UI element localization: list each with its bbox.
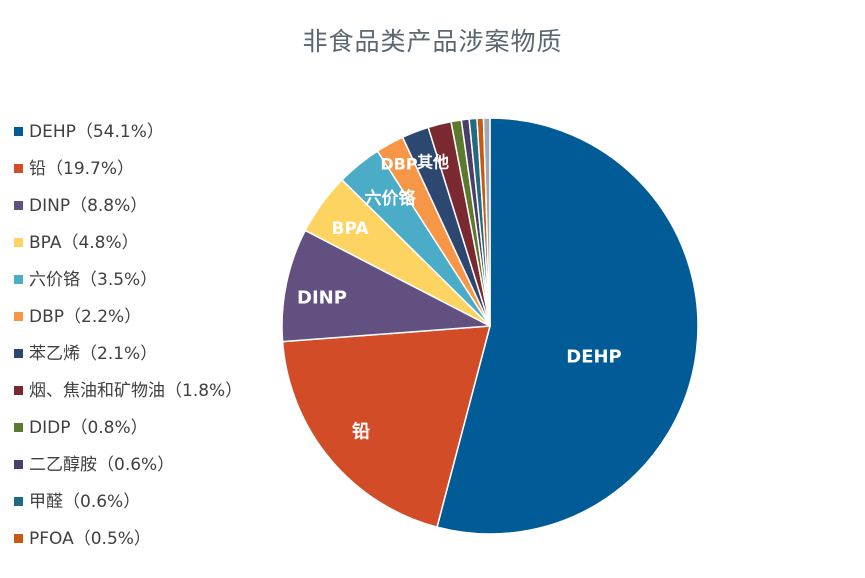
legend-label: 铅（19.7%）	[29, 159, 135, 179]
slice-label-0: DEHP	[566, 347, 622, 368]
legend-item: DEHP（54.1%）	[14, 119, 284, 156]
legend-label: 苯乙烯（2.1%）	[29, 344, 158, 364]
slice-label-1: 铅	[352, 421, 370, 443]
legend-item: 甲醛（0.6%）	[14, 489, 284, 526]
legend-label: BPA（4.8%）	[29, 233, 139, 253]
legend-item: 二乙醇胺（0.6%）	[14, 452, 284, 489]
legend-item: PFOA（0.5%）	[14, 526, 284, 563]
legend-item: DBP（2.2%）	[14, 304, 284, 341]
legend-label: 甲醛（0.6%）	[29, 492, 141, 512]
legend-item: DINP（8.8%）	[14, 193, 284, 230]
legend-swatch	[14, 201, 23, 210]
legend-label: DIDP（0.8%）	[29, 418, 148, 438]
legend-item: 六价铬（3.5%）	[14, 267, 284, 304]
legend-swatch	[14, 312, 23, 321]
legend-swatch	[14, 349, 23, 358]
legend-item: 烟、焦油和矿物油（1.8%）	[14, 378, 284, 415]
slice-label-2: DINP	[297, 288, 347, 309]
legend-swatch	[14, 275, 23, 284]
legend-label: DINP（8.8%）	[29, 196, 148, 216]
legend-swatch	[14, 164, 23, 173]
legend-item: 铅（19.7%）	[14, 156, 284, 193]
legend-item: DIDP（0.8%）	[14, 415, 284, 452]
legend-swatch	[14, 460, 23, 469]
slice-labels: DEHP 铅 DINP BPA 六价铬 DBP 其他	[297, 153, 622, 443]
legend-swatch	[14, 534, 23, 543]
slice-label-5: DBP	[380, 155, 417, 174]
slice-label-4: 六价铬	[365, 188, 417, 209]
legend-swatch	[14, 423, 23, 432]
pie-slice-0	[436, 117, 699, 535]
pie-slice-12	[482, 117, 491, 327]
legend-item: BPA（4.8%）	[14, 230, 284, 267]
legend-label: 二乙醇胺（0.6%）	[29, 455, 175, 475]
legend-item: 苯乙烯（2.1%）	[14, 341, 284, 378]
pie-slices	[281, 117, 699, 535]
legend-label: 烟、焦油和矿物油（1.8%）	[29, 381, 243, 401]
pie-slice-2	[281, 229, 491, 343]
chart-title: 非食品类产品涉案物质	[302, 27, 563, 56]
slice-label-3: BPA	[331, 219, 369, 239]
slice-label-12: 其他	[417, 153, 449, 172]
pie-slice-1	[281, 325, 491, 528]
legend-swatch	[14, 238, 23, 247]
legend-swatch	[14, 386, 23, 395]
legend-label: 六价铬（3.5%）	[29, 270, 158, 290]
legend-swatch	[14, 497, 23, 506]
legend-label: PFOA（0.5%）	[29, 529, 151, 549]
chart-legend: DEHP（54.1%） 铅（19.7%） DINP（8.8%） BPA（4.8%） 六价…	[14, 119, 284, 563]
legend-label: DEHP（54.1%）	[29, 122, 164, 142]
legend-swatch	[14, 127, 23, 136]
legend-label: DBP（2.2%）	[29, 307, 142, 327]
